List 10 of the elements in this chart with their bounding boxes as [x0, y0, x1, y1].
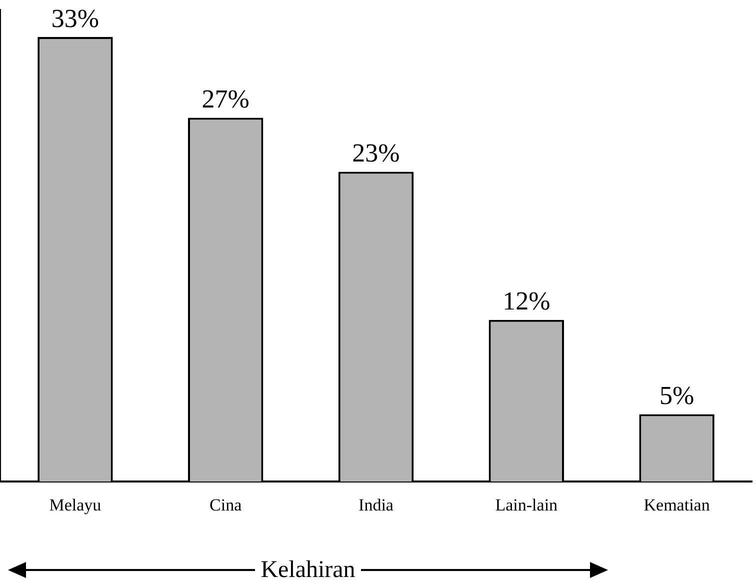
data-label: 12%	[502, 286, 550, 316]
data-label: 33%	[51, 4, 100, 33]
x-tick-label: Melayu	[49, 495, 102, 514]
x-tick-label: Cina	[210, 495, 242, 514]
x-tick-label: Kematian	[644, 495, 710, 514]
x-tick-label: Lain-lain	[495, 495, 558, 514]
data-label: 5%	[659, 381, 694, 410]
data-label: 23%	[352, 138, 400, 168]
data-label: 27%	[202, 84, 250, 114]
x-tick-label: India	[358, 495, 394, 514]
